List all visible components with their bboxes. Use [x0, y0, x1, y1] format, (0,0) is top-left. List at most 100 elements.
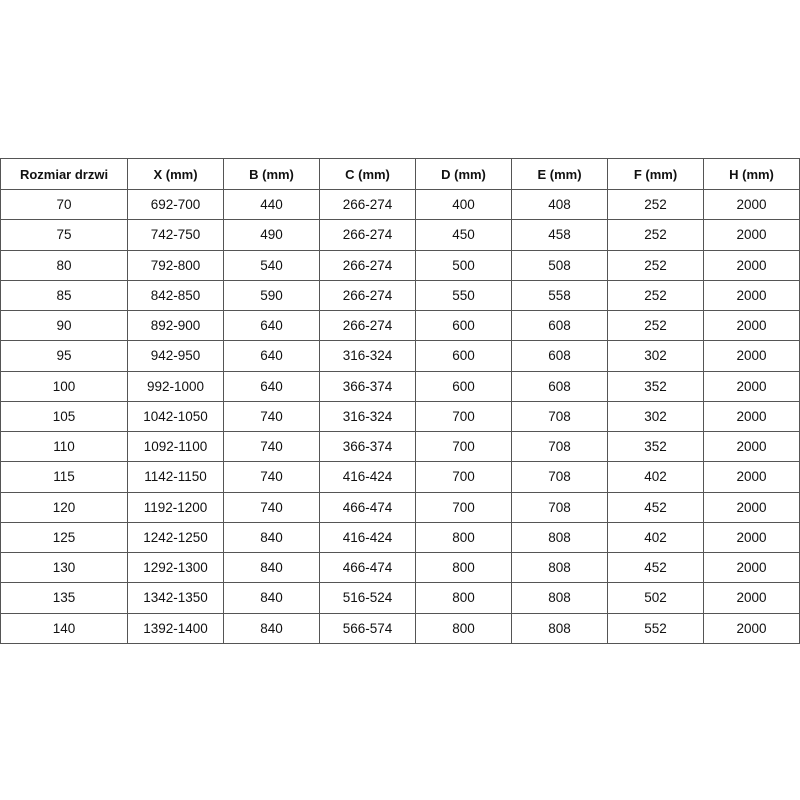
table-cell: 508 [511, 249, 608, 281]
table-cell: 840 [223, 612, 320, 644]
table-cell: 2000 [703, 309, 800, 342]
table-cell: 252 [607, 309, 704, 342]
table-cell: 640 [223, 370, 320, 402]
table-cell: 466-474 [319, 491, 416, 523]
table-cell: 708 [511, 461, 608, 493]
table-cell: 2000 [703, 521, 800, 554]
table-cell: 516-524 [319, 582, 416, 614]
table-cell: 2000 [703, 219, 800, 251]
table-row: 135 1342-1350 840 516-524 800 808 502 2000 [0, 582, 800, 614]
table-cell: 692-700 [127, 188, 224, 221]
table-cell: 500 [415, 249, 512, 281]
table-row: 125 1242-1250 840 416-424 800 808 402 2000 [0, 521, 800, 554]
table-cell: 550 [415, 279, 512, 312]
table-cell: 2000 [703, 551, 800, 584]
table-row: 120 1192-1200 740 466-474 700 708 452 2000 [0, 491, 800, 523]
table-cell: 992-1000 [127, 370, 224, 402]
table-cell: 840 [223, 551, 320, 584]
table-cell: 120 [0, 491, 128, 523]
column-header: B (mm) [223, 158, 320, 190]
table-cell: 590 [223, 279, 320, 312]
table-header-row: Rozmiar drzwi X (mm) B (mm) C (mm) D (mm) E (… [0, 158, 800, 190]
table-cell: 1192-1200 [127, 491, 224, 523]
table-cell: 2000 [703, 188, 800, 221]
column-header: E (mm) [511, 158, 608, 190]
door-size-table: Rozmiar drzwi X (mm) B (mm) C (mm) D (mm) E (… [0, 158, 800, 644]
table-cell: 892-900 [127, 309, 224, 342]
table-cell: 252 [607, 249, 704, 281]
table-cell: 792-800 [127, 249, 224, 281]
table-cell: 2000 [703, 582, 800, 614]
table-cell: 2000 [703, 249, 800, 281]
column-header: H (mm) [703, 158, 800, 190]
table-cell: 742-750 [127, 219, 224, 251]
table-cell: 366-374 [319, 430, 416, 463]
table-cell: 2000 [703, 612, 800, 644]
table-cell: 708 [511, 430, 608, 463]
table-cell: 115 [0, 461, 128, 493]
column-header: X (mm) [127, 158, 224, 190]
table-cell: 450 [415, 219, 512, 251]
table-row: 105 1042-1050 740 316-324 700 708 302 2000 [0, 400, 800, 433]
table-cell: 840 [223, 582, 320, 614]
table-cell: 416-424 [319, 461, 416, 493]
table-cell: 70 [0, 188, 128, 221]
table-cell: 808 [511, 551, 608, 584]
table-cell: 540 [223, 249, 320, 281]
column-header: Rozmiar drzwi [0, 158, 128, 190]
table-cell: 700 [415, 400, 512, 433]
table-cell: 400 [415, 188, 512, 221]
table-cell: 266-274 [319, 219, 416, 251]
table-row: 100 992-1000 640 366-374 600 608 352 2000 [0, 370, 800, 402]
table-cell: 608 [511, 309, 608, 342]
table-cell: 700 [415, 430, 512, 463]
table-cell: 552 [607, 612, 704, 644]
table-cell: 600 [415, 340, 512, 372]
table-cell: 352 [607, 430, 704, 463]
table-cell: 2000 [703, 279, 800, 312]
table-cell: 90 [0, 309, 128, 342]
table-cell: 740 [223, 461, 320, 493]
table-cell: 800 [415, 582, 512, 614]
table-cell: 800 [415, 612, 512, 644]
table-cell: 80 [0, 249, 128, 281]
table-cell: 2000 [703, 430, 800, 463]
table-row: 110 1092-1100 740 366-374 700 708 352 2000 [0, 430, 800, 463]
table-cell: 640 [223, 309, 320, 342]
table-cell: 135 [0, 582, 128, 614]
table-cell: 452 [607, 491, 704, 523]
table-cell: 840 [223, 521, 320, 554]
table-cell: 95 [0, 340, 128, 372]
table-cell: 2000 [703, 370, 800, 402]
table-cell: 252 [607, 279, 704, 312]
table-cell: 1092-1100 [127, 430, 224, 463]
table-cell: 302 [607, 340, 704, 372]
table-cell: 85 [0, 279, 128, 312]
table-cell: 125 [0, 521, 128, 554]
table-cell: 2000 [703, 491, 800, 523]
table-cell: 708 [511, 400, 608, 433]
table-cell: 700 [415, 491, 512, 523]
table-cell: 808 [511, 612, 608, 644]
column-header: F (mm) [607, 158, 704, 190]
table-cell: 316-324 [319, 400, 416, 433]
table-cell: 140 [0, 612, 128, 644]
table-cell: 105 [0, 400, 128, 433]
table-cell: 402 [607, 461, 704, 493]
table-cell: 800 [415, 521, 512, 554]
table-cell: 252 [607, 188, 704, 221]
table-cell: 110 [0, 430, 128, 463]
table-cell: 452 [607, 551, 704, 584]
table-row: 115 1142-1150 740 416-424 700 708 402 2000 [0, 461, 800, 493]
table-cell: 942-950 [127, 340, 224, 372]
table-cell: 700 [415, 461, 512, 493]
table-cell: 252 [607, 219, 704, 251]
table-cell: 558 [511, 279, 608, 312]
table-cell: 2000 [703, 461, 800, 493]
table-cell: 800 [415, 551, 512, 584]
table-row: 75 742-750 490 266-274 450 458 252 2000 [0, 219, 800, 251]
table-row: 140 1392-1400 840 566-574 800 808 552 2000 [0, 612, 800, 644]
table-cell: 266-274 [319, 249, 416, 281]
table-row: 70 692-700 440 266-274 400 408 252 2000 [0, 188, 800, 221]
table-row: 130 1292-1300 840 466-474 800 808 452 2000 [0, 551, 800, 584]
